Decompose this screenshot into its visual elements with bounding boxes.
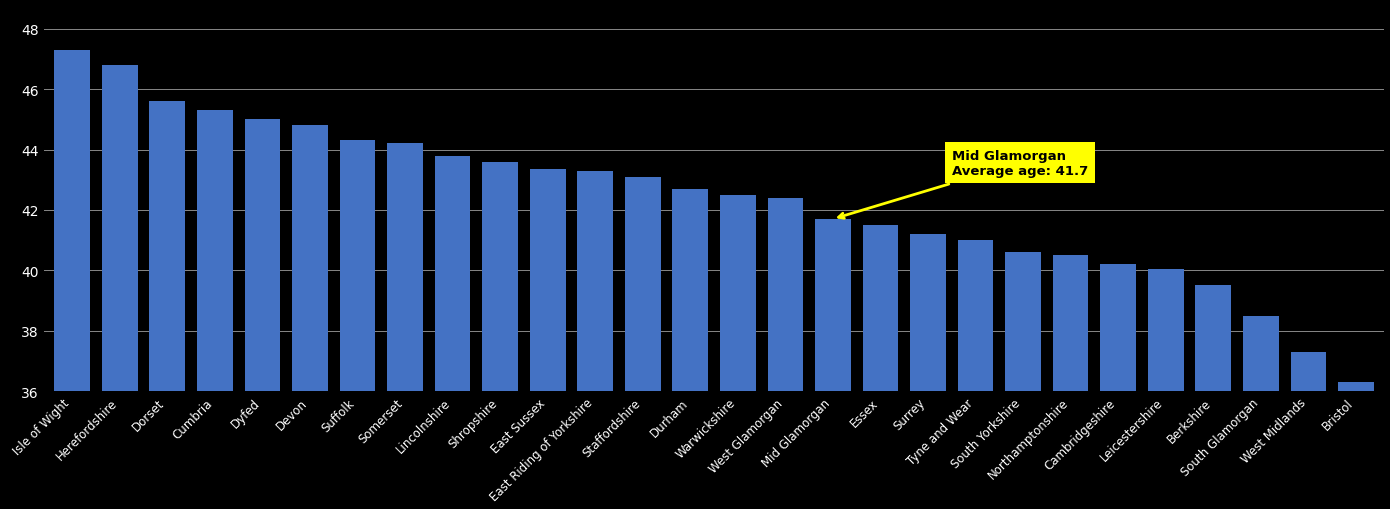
Bar — [530, 170, 566, 391]
Bar — [1052, 256, 1088, 391]
Bar — [435, 156, 470, 391]
Bar — [958, 241, 994, 391]
Bar — [101, 66, 138, 391]
Bar — [245, 120, 281, 391]
Bar — [910, 235, 945, 391]
Bar — [1195, 286, 1232, 391]
Bar — [292, 126, 328, 391]
Bar — [626, 177, 660, 391]
Bar — [1339, 382, 1373, 391]
Bar — [339, 141, 375, 391]
Bar — [1290, 352, 1326, 391]
Bar — [150, 102, 185, 391]
Bar — [1101, 265, 1136, 391]
Bar — [673, 189, 708, 391]
Bar — [482, 162, 518, 391]
Bar — [1148, 269, 1183, 391]
Bar — [815, 219, 851, 391]
Bar — [577, 172, 613, 391]
Bar — [388, 144, 423, 391]
Bar — [1243, 316, 1279, 391]
Bar — [863, 225, 898, 391]
Bar — [720, 195, 756, 391]
Bar — [767, 199, 803, 391]
Bar — [1005, 252, 1041, 391]
Text: Mid Glamorgan
Average age: 41.7: Mid Glamorgan Average age: 41.7 — [838, 149, 1088, 219]
Bar — [197, 111, 232, 391]
Bar — [54, 51, 90, 391]
